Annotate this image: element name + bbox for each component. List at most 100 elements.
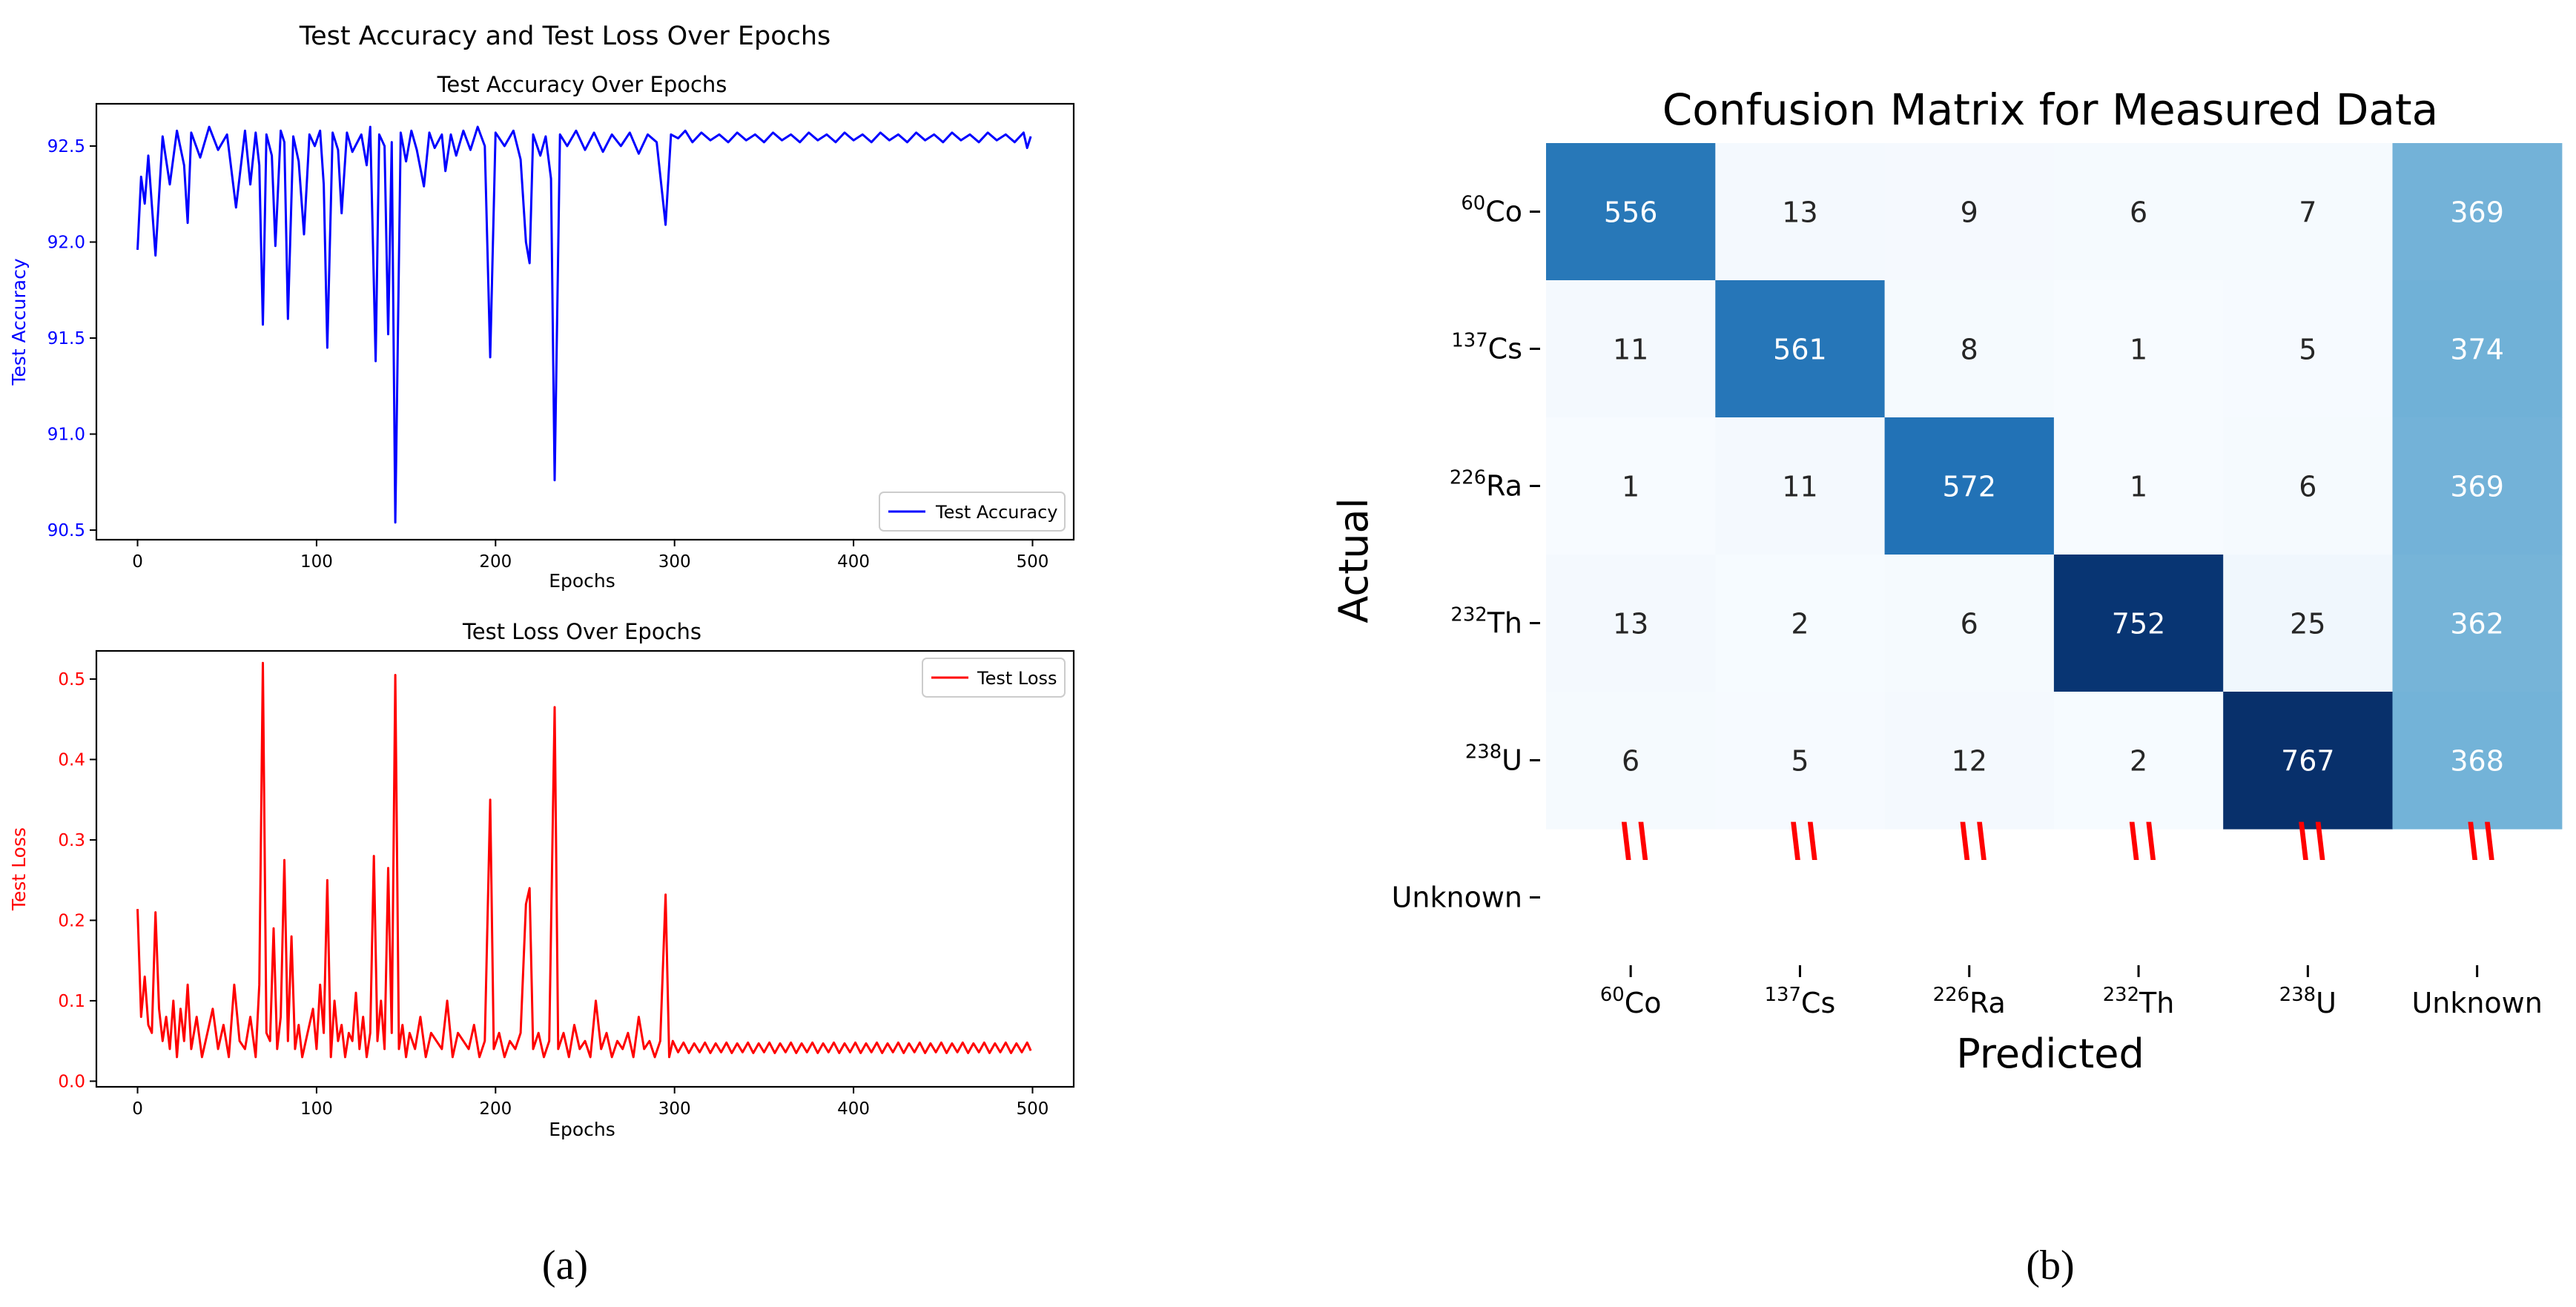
loss-chart-title: Test Loss Over Epochs — [462, 619, 701, 644]
cm-cell-value: 12 — [1952, 745, 1987, 778]
accuracy-x-tick-label: 0 — [132, 552, 143, 572]
loss-y-axis-label: Test Loss — [8, 827, 30, 911]
loss-x-tick-label: 300 — [658, 1099, 691, 1119]
cm-cell — [2053, 143, 2224, 281]
cm-column-label: 60Co — [1600, 984, 1662, 1019]
accuracy-x-tick-label: 400 — [837, 552, 870, 572]
loss-x-tick-label: 200 — [479, 1099, 512, 1119]
cm-cell — [2053, 692, 2224, 830]
accuracy-x-tick-label: 500 — [1017, 552, 1049, 572]
accuracy-y-axis-label: Test Accuracy — [8, 258, 30, 386]
cm-cell-value: 13 — [1782, 196, 1817, 229]
panel-a-label: (a) — [542, 1243, 588, 1288]
cm-cell — [1715, 417, 1886, 555]
accuracy-x-tick-label: 100 — [300, 552, 333, 572]
cm-cell-value: 1 — [2130, 471, 2147, 503]
loss-x-tick-label: 400 — [837, 1099, 870, 1119]
loss-x-tick-label: 0 — [132, 1099, 143, 1119]
cm-column-label: 238U — [2279, 984, 2336, 1019]
cm-row-label: 60Co — [1461, 193, 1522, 228]
cm-unknown-marker: \\ — [2465, 813, 2498, 867]
cm-row-label: Unknown — [1392, 881, 1522, 914]
loss-plot-frame — [95, 649, 1075, 1088]
cm-column-label: 137Cs — [1765, 984, 1836, 1019]
panel-a: Test Accuracy and Test Loss Over Epochs … — [8, 21, 1075, 1288]
loss-legend-label: Test Loss — [977, 668, 1057, 689]
cm-cell — [2392, 555, 2563, 692]
cm-cell-value: 369 — [2450, 471, 2504, 503]
accuracy-y-ticks: 90.5 91.0 91.5 92.0 92.5 — [47, 137, 96, 540]
confusion-matrix-column-labels: 60Co 137Cs 226Ra 232Th 238U Unknown — [1600, 965, 2543, 1019]
loss-chart: Test Loss Over Epochs 0.0 0.1 0.2 0.3 0.4 0.5… — [8, 619, 1075, 1140]
cm-cell — [2053, 555, 2224, 692]
accuracy-x-tick-label: 300 — [658, 552, 691, 572]
accuracy-plot-frame — [95, 102, 1075, 541]
cm-row-label: 232Th — [1450, 604, 1522, 640]
cm-cell — [1884, 280, 2055, 418]
accuracy-x-tick-label: 200 — [479, 552, 512, 572]
loss-y-tick-label: 0.2 — [58, 911, 85, 930]
accuracy-series-line — [136, 125, 1032, 524]
confusion-matrix-x-axis-label: Predicted — [1956, 1030, 2144, 1077]
cm-row-label: 238U — [1465, 741, 1522, 777]
loss-y-tick-label: 0.1 — [58, 992, 85, 1011]
cm-cell — [2392, 692, 2563, 830]
cm-cell — [2223, 692, 2394, 830]
loss-y-tick-label: 0.5 — [58, 670, 85, 689]
cm-cell — [2223, 417, 2394, 555]
cm-cell-value: 7 — [2299, 196, 2316, 229]
cm-cell-value: 11 — [1782, 471, 1817, 503]
cm-cell — [1715, 143, 1886, 281]
accuracy-legend-label: Test Accuracy — [935, 502, 1057, 523]
figure-suptitle: Test Accuracy and Test Loss Over Epochs — [299, 21, 831, 51]
cm-cell — [2053, 280, 2224, 418]
loss-y-ticks: 0.0 0.1 0.2 0.3 0.4 0.5 — [58, 670, 96, 1091]
cm-cell-value: 8 — [1961, 334, 1978, 366]
cm-cell-value: 561 — [1773, 334, 1827, 366]
cm-row-label: 226Ra — [1450, 467, 1522, 503]
loss-y-tick-label: 0.0 — [58, 1072, 85, 1091]
cm-cell-value: 25 — [2290, 608, 2325, 641]
cm-cell — [1546, 692, 1716, 830]
loss-x-tick-label: 100 — [300, 1099, 333, 1119]
accuracy-y-tick-label: 90.5 — [47, 521, 85, 540]
cm-unknown-marker: \\ — [2296, 813, 2329, 867]
accuracy-chart-title: Test Accuracy Over Epochs — [437, 72, 727, 97]
cm-cell-value: 11 — [1613, 334, 1648, 366]
panel-b: Confusion Matrix for Measured Data 556 13… — [1330, 85, 2563, 1288]
accuracy-x-axis-label: Epochs — [549, 570, 615, 592]
loss-x-ticks: 0 100 200 300 400 500 — [132, 1087, 1048, 1119]
cm-cell-value: 6 — [1622, 745, 1639, 778]
cm-cell-value: 5 — [1791, 745, 1809, 778]
cm-cell-value: 767 — [2281, 745, 2335, 778]
accuracy-y-tick-label: 91.5 — [47, 329, 85, 348]
cm-cell — [2392, 417, 2563, 555]
loss-x-axis-label: Epochs — [549, 1119, 615, 1140]
cm-row-label: 137Cs — [1451, 330, 1522, 365]
loss-legend: Test Loss — [922, 658, 1066, 698]
cm-unknown-marker: \\ — [1788, 813, 1821, 867]
cm-cell — [1546, 555, 1716, 692]
accuracy-x-ticks: 0 100 200 300 400 500 — [132, 540, 1048, 572]
cm-cell — [2392, 280, 2563, 418]
cm-cell — [1884, 417, 2055, 555]
cm-column-label: 232Th — [2103, 984, 2175, 1019]
cm-column-label: Unknown — [2411, 987, 2542, 1019]
confusion-matrix-row-labels: 60Co 137Cs 226Ra 232Th 238U Unknown — [1392, 193, 1540, 914]
cm-cell-value: 572 — [1942, 471, 1996, 503]
loss-y-tick-label: 0.4 — [58, 750, 85, 770]
cm-cell — [1884, 692, 2055, 830]
cm-cell — [1884, 555, 2055, 692]
accuracy-y-tick-label: 92.0 — [47, 234, 85, 253]
cm-unknown-marker: \\ — [2126, 813, 2159, 867]
cm-cell-value: 752 — [2112, 608, 2166, 641]
cm-cell — [2392, 143, 2563, 281]
cm-unknown-marker: \\ — [1957, 813, 1990, 867]
loss-series-line — [136, 661, 1032, 1059]
cm-cell — [1715, 555, 1886, 692]
cm-column-label: 226Ra — [1933, 984, 2006, 1019]
cm-cell — [1715, 280, 1886, 418]
cm-cell-value: 9 — [1961, 196, 1978, 229]
